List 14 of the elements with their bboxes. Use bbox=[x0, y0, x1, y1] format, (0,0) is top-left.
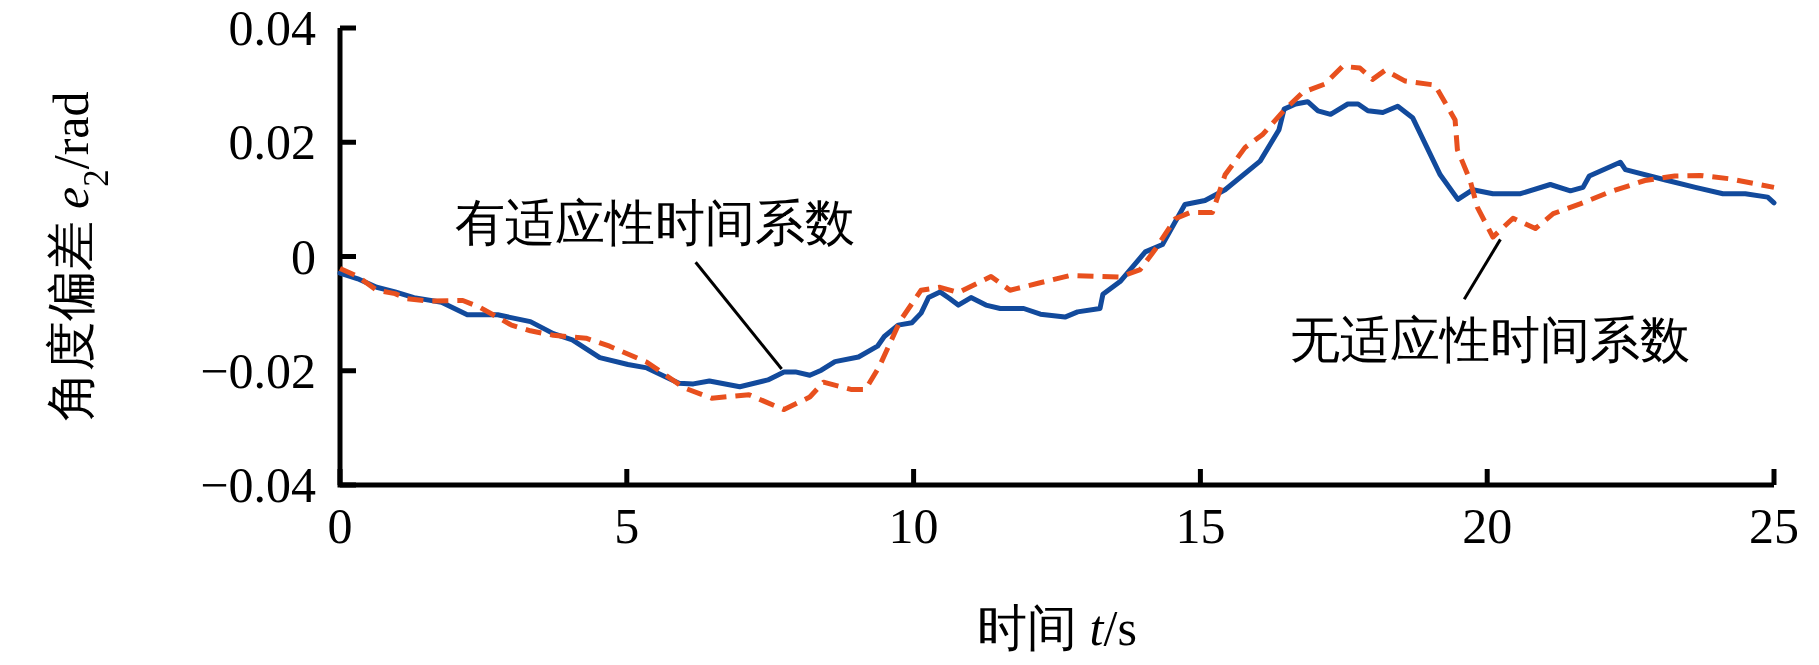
x-axis-title: 时间 t/s bbox=[977, 600, 1137, 656]
series-label: 有适应性时间系数 bbox=[455, 195, 856, 252]
x-tick-label: 10 bbox=[888, 498, 939, 554]
x-tick-label: 15 bbox=[1175, 498, 1226, 554]
x-tick-label: 5 bbox=[614, 498, 640, 554]
y-tick-label: −0.04 bbox=[200, 457, 316, 513]
x-tick-label: 0 bbox=[327, 498, 353, 554]
y-tick-label: 0.02 bbox=[228, 114, 316, 171]
y-tick-label: −0.02 bbox=[200, 342, 316, 399]
y-tick-label: 0.04 bbox=[228, 0, 316, 56]
x-tick-label: 20 bbox=[1462, 498, 1513, 554]
text: 无适应性时间系数 bbox=[1290, 312, 1691, 369]
x-tick-label: 25 bbox=[1749, 498, 1799, 554]
y-tick-label: 0 bbox=[291, 228, 316, 285]
